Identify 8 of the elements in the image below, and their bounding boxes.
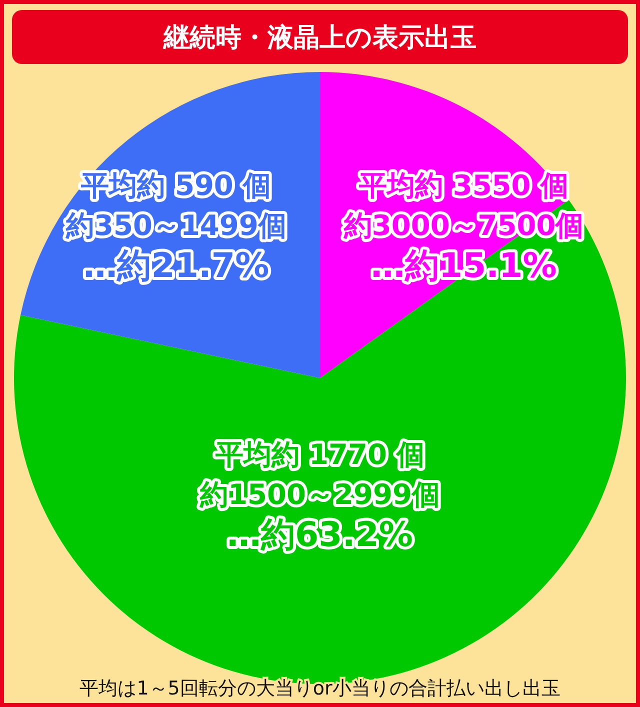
- slice-label: 平均約 1770 個: [214, 438, 425, 472]
- text: 平均は1～5回転分の大当りor小当りの合計払い出し出玉: [80, 678, 560, 700]
- data-label: …約63.2%: [227, 515, 413, 556]
- data-label: …約21.7%: [83, 246, 270, 286]
- chart-title: 継続時・液晶上の表示出玉: [162, 23, 476, 54]
- text: 約1500～2999個: [199, 478, 440, 512]
- slice-label: 平均約 590 個: [80, 168, 272, 202]
- text: 約350～1499個: [64, 208, 286, 242]
